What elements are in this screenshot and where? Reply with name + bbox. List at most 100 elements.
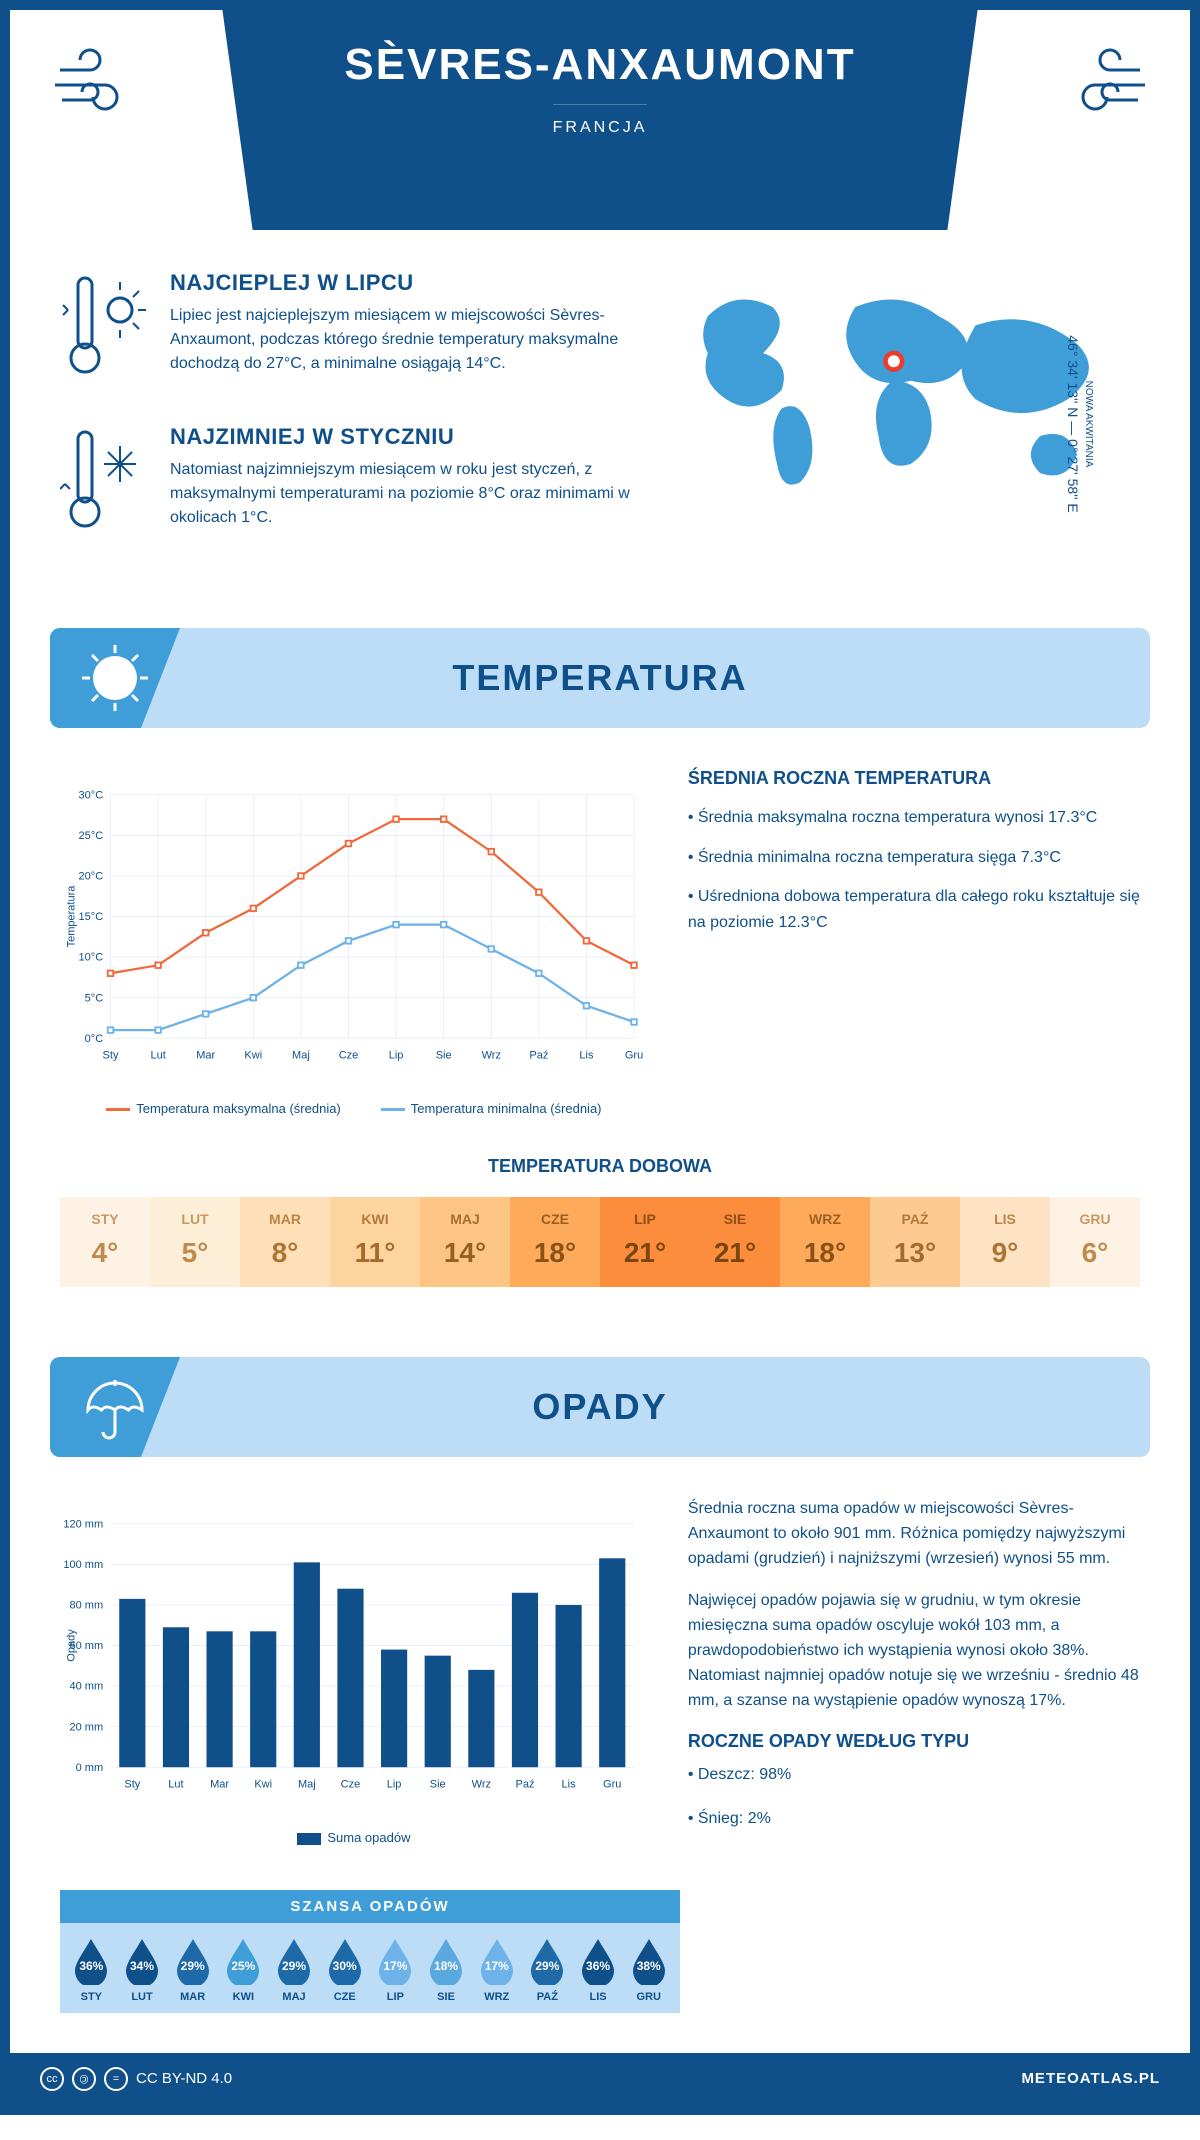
title-banner: SÈVRES-ANXAUMONT FRANCJA (222, 10, 977, 230)
warmest-block: NAJCIEPLEJ W LIPCU Lipiec jest najcieple… (60, 270, 633, 394)
chance-cell: 29% PAŹ (522, 1937, 573, 2003)
svg-text:Lip: Lip (387, 1778, 402, 1790)
wind-icon (1060, 40, 1150, 134)
svg-text:80 mm: 80 mm (69, 1600, 103, 1612)
drop-icon: 29% (173, 1937, 213, 1985)
drop-icon: 25% (223, 1937, 263, 1985)
svg-text:0 mm: 0 mm (76, 1762, 104, 1774)
temperature-banner: TEMPERATURA (50, 628, 1150, 728)
chance-cell: 18% SIE (421, 1937, 472, 2003)
precip-type-item: • Śnieg: 2% (688, 1806, 1140, 1832)
svg-text:100 mm: 100 mm (63, 1559, 103, 1571)
daily-temp-cell: SIE 21° (690, 1197, 780, 1287)
daily-temp-cell: PAŹ 13° (870, 1197, 960, 1287)
svg-text:Sty: Sty (124, 1778, 140, 1790)
svg-text:Kwi: Kwi (254, 1778, 272, 1790)
page-frame: SÈVRES-ANXAUMONT FRANCJA NAJCIEPLEJ W LI… (0, 0, 1200, 2115)
drop-icon: 17% (477, 1937, 517, 1985)
daily-temp-cell: MAJ 14° (420, 1197, 510, 1287)
nd-icon: = (104, 2067, 128, 2091)
precipitation-chart: 0 mm20 mm40 mm60 mm80 mm100 mm120 mmOpad… (60, 1497, 648, 1850)
svg-text:Sie: Sie (436, 1049, 452, 1061)
temp-info-item: • Średnia minimalna roczna temperatura s… (688, 845, 1140, 871)
precipitation-banner: OPADY (50, 1357, 1150, 1457)
svg-text:Lip: Lip (389, 1049, 404, 1061)
precipitation-heading: OPADY (532, 1386, 667, 1428)
svg-text:20 mm: 20 mm (69, 1721, 103, 1733)
svg-text:Mar: Mar (196, 1049, 215, 1061)
chance-title: SZANSA OPADÓW (60, 1890, 680, 1923)
daily-temp-cell: GRU 6° (1050, 1197, 1140, 1287)
temperature-chart: 0°C 5°C 10°C 15°C 20°C 25°C 30°C Sty Lut Mar Kwi Ma… (60, 768, 648, 1116)
drop-icon: 30% (325, 1937, 365, 1985)
cc-icon: cc (40, 2067, 64, 2091)
page-subtitle: FRANCJA (553, 104, 648, 137)
svg-text:Mar: Mar (210, 1778, 229, 1790)
thermometer-hot-icon (60, 270, 150, 394)
svg-text:25°C: 25°C (79, 830, 104, 842)
svg-text:Lut: Lut (168, 1778, 183, 1790)
chance-cell: 29% MAR (167, 1937, 218, 2003)
chance-cell: 36% STY (66, 1937, 117, 2003)
thermometer-cold-icon (60, 424, 150, 548)
daily-temp-cell: LUT 5° (150, 1197, 240, 1287)
svg-text:15°C: 15°C (79, 911, 104, 923)
license: cc 🄯 = CC BY-ND 4.0 (40, 2067, 232, 2091)
chance-cell: 25% KWI (218, 1937, 269, 2003)
by-icon: 🄯 (72, 2067, 96, 2091)
coordinates-label: NOWA AKWITANIA 46° 34' 13'' N — 0° 27' 5… (1065, 335, 1094, 512)
precip-desc-item: Najwięcej opadów pojawia się w grudniu, … (688, 1589, 1140, 1713)
chance-cell: 30% CZE (319, 1937, 370, 2003)
temperature-legend: Temperatura maksymalna (średnia) Tempera… (60, 1101, 648, 1116)
precipitation-info: Średnia roczna suma opadów w miejscowośc… (688, 1497, 1140, 1850)
drop-icon: 36% (578, 1937, 618, 1985)
drop-icon: 29% (274, 1937, 314, 1985)
svg-text:Gru: Gru (625, 1049, 643, 1061)
svg-text:40 mm: 40 mm (69, 1681, 103, 1693)
chance-cell: 34% LUT (117, 1937, 168, 2003)
temp-info-title: ŚREDNIA ROCZNA TEMPERATURA (688, 768, 1140, 789)
svg-text:Paź: Paź (529, 1049, 548, 1061)
daily-temp-cell: LIS 9° (960, 1197, 1050, 1287)
daily-temp-cell: WRZ 18° (780, 1197, 870, 1287)
sun-icon (50, 628, 180, 728)
footer: cc 🄯 = CC BY-ND 4.0 METEOATLAS.PL (10, 2053, 1190, 2105)
temperature-info: ŚREDNIA ROCZNA TEMPERATURA • Średnia mak… (688, 768, 1140, 1116)
precip-type-item: • Deszcz: 98% (688, 1762, 1140, 1788)
drop-icon: 38% (629, 1937, 669, 1985)
svg-text:Paź: Paź (515, 1778, 534, 1790)
svg-text:Kwi: Kwi (244, 1049, 262, 1061)
coldest-text: Natomiast najzimniejszym miesiącem w rok… (170, 458, 633, 530)
coldest-block: NAJZIMNIEJ W STYCZNIU Natomiast najzimni… (60, 424, 633, 548)
temp-info-item: • Uśredniona dobowa temperatura dla całe… (688, 884, 1140, 935)
drop-icon: 36% (71, 1937, 111, 1985)
svg-text:30°C: 30°C (79, 789, 104, 801)
daily-temp-title: TEMPERATURA DOBOWA (60, 1156, 1140, 1177)
location-marker (885, 353, 902, 370)
precip-type-title: ROCZNE OPADY WEDŁUG TYPU (688, 1731, 1140, 1752)
warmest-title: NAJCIEPLEJ W LIPCU (170, 270, 633, 296)
svg-text:Wrz: Wrz (482, 1049, 501, 1061)
svg-text:0°C: 0°C (85, 1033, 104, 1045)
svg-text:Cze: Cze (341, 1778, 361, 1790)
temperature-heading: TEMPERATURA (452, 657, 747, 699)
drop-icon: 29% (527, 1937, 567, 1985)
svg-text:10°C: 10°C (79, 952, 104, 964)
svg-text:20°C: 20°C (79, 871, 104, 883)
svg-text:Sty: Sty (103, 1049, 119, 1061)
svg-text:Wrz: Wrz (472, 1778, 491, 1790)
svg-text:Gru: Gru (603, 1778, 621, 1790)
svg-text:Lut: Lut (150, 1049, 165, 1061)
drop-icon: 18% (426, 1937, 466, 1985)
daily-temp-cell: STY 4° (60, 1197, 150, 1287)
svg-text:Sie: Sie (430, 1778, 446, 1790)
svg-text:Lis: Lis (579, 1049, 594, 1061)
svg-text:Cze: Cze (339, 1049, 359, 1061)
svg-text:Lis: Lis (562, 1778, 577, 1790)
precipitation-chance: SZANSA OPADÓW 36% STY 34% LUT 29% MAR (60, 1890, 680, 2013)
intro-section: NAJCIEPLEJ W LIPCU Lipiec jest najcieple… (10, 230, 1190, 608)
daily-temp-cell: MAR 8° (240, 1197, 330, 1287)
svg-text:5°C: 5°C (85, 992, 104, 1004)
svg-text:Maj: Maj (292, 1049, 310, 1061)
warmest-text: Lipiec jest najcieplejszym miesiącem w m… (170, 304, 633, 376)
